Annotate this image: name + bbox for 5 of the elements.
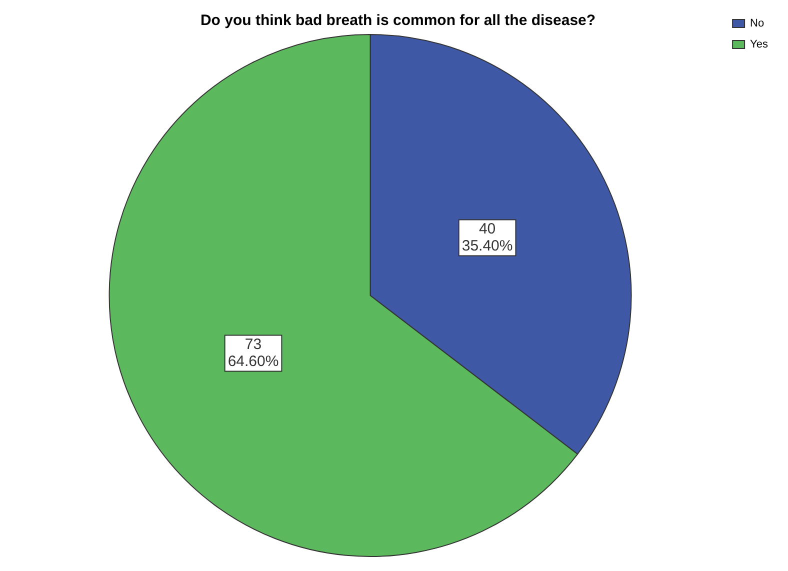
data-label: 73 64.60% bbox=[228, 336, 279, 370]
legend-label: Yes bbox=[750, 38, 768, 51]
chart-title: Do you think bad breath is common for all the disease? bbox=[200, 12, 596, 30]
legend-label: No bbox=[750, 18, 764, 30]
data-label: 40 35.40% bbox=[462, 220, 513, 254]
